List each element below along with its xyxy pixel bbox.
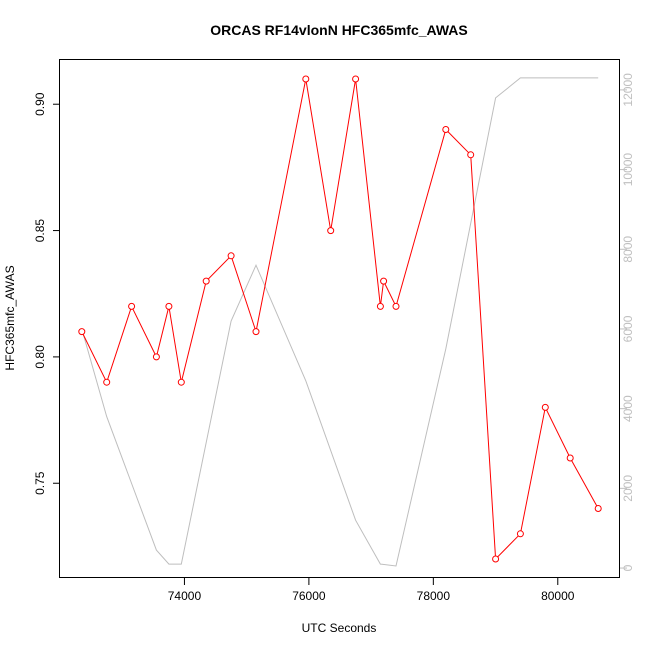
data-point: [302, 75, 310, 83]
y2-tick-label: 4000: [621, 395, 635, 422]
data-point: [492, 555, 500, 563]
data-point: [566, 454, 574, 462]
y2-tick-label: 8000: [621, 236, 635, 263]
y2-tick-label: 2000: [621, 475, 635, 502]
y2-tick-label: 12000: [621, 73, 635, 107]
data-point: [252, 328, 260, 336]
y-tick-label: 0.75: [33, 471, 47, 495]
left-axis: 0.75 0.80 0.85 0.90: [33, 92, 60, 495]
data-point: [352, 75, 360, 83]
x-tick-label: 78000: [417, 589, 451, 603]
y-tick-label: 0.90: [33, 92, 47, 116]
y-tick-label: 0.80: [33, 345, 47, 369]
data-point: [376, 302, 384, 310]
x-axis-label: UTC Seconds: [302, 621, 377, 635]
x-tick-label: 76000: [292, 589, 326, 603]
secondary-series-line: [81, 77, 599, 567]
data-point: [128, 302, 136, 310]
data-point: [227, 252, 235, 260]
y2-tick-label: 0: [621, 564, 635, 571]
data-point: [103, 378, 111, 386]
data-point: [516, 530, 524, 538]
right-axis: 0 2000 4000 6000 8000 10000 12000: [620, 73, 635, 571]
data-point: [392, 302, 400, 310]
data-point: [541, 403, 549, 411]
y2-tick-label: 10000: [621, 153, 635, 187]
plot-area-border: [59, 59, 620, 578]
y-axis-label: HFC365mfc_AWAS: [3, 265, 17, 370]
x-tick-label: 74000: [168, 589, 202, 603]
y-tick-label: 0.85: [33, 219, 47, 243]
data-point: [202, 277, 210, 285]
data-point: [327, 227, 335, 235]
series-layer: [78, 75, 602, 567]
x-tick-label: 80000: [541, 589, 575, 603]
y2-tick-label: 6000: [621, 315, 635, 342]
data-point: [467, 151, 475, 159]
data-point: [165, 302, 173, 310]
chart-title: ORCAS RF14vlonN HFC365mfc_AWAS: [210, 22, 468, 38]
data-point: [594, 505, 602, 512]
primary-series-line: [81, 78, 599, 561]
bottom-axis: 74000 76000 78000 80000: [168, 578, 575, 603]
data-point: [442, 126, 450, 133]
data-point: [78, 328, 86, 336]
data-point: [177, 378, 185, 386]
data-point: [152, 353, 160, 361]
data-point: [380, 277, 388, 285]
